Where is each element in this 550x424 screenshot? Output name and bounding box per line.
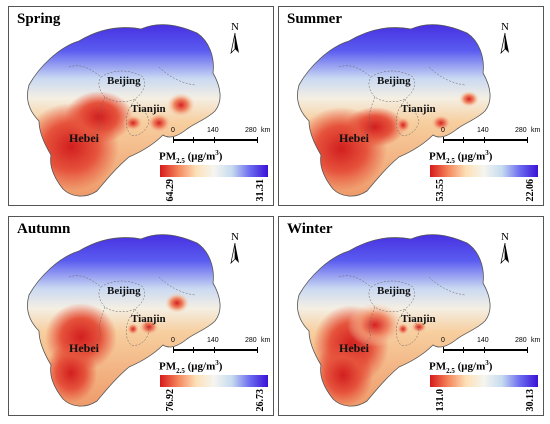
scale-label: 280 bbox=[515, 337, 527, 344]
legend-min-value: 26.73 bbox=[255, 389, 266, 412]
legend-max-value: 53.55 bbox=[435, 179, 446, 202]
pm25-map bbox=[27, 24, 221, 197]
city-label-hebei: Hebei bbox=[339, 131, 369, 145]
season-title: Summer bbox=[287, 11, 342, 27]
map-panel-summer: Summer N Beijing Tianjin Hebei 0 140 280… bbox=[278, 6, 544, 206]
scale-bar: 0 140 280 km bbox=[169, 335, 271, 359]
north-letter: N bbox=[501, 21, 509, 33]
province-borders bbox=[338, 65, 466, 140]
legend-colorbar bbox=[160, 375, 268, 387]
city-label-tianjin: Tianjin bbox=[131, 313, 166, 325]
north-arrow: N bbox=[495, 231, 515, 265]
north-arrow: N bbox=[225, 21, 245, 55]
scale-label: km bbox=[531, 337, 541, 344]
scale-label: 0 bbox=[441, 337, 445, 344]
scale-label: 140 bbox=[477, 127, 489, 134]
scale-label: 140 bbox=[207, 127, 219, 134]
scale-label: 140 bbox=[207, 337, 219, 344]
legend-max-value: 76.92 bbox=[165, 389, 176, 412]
legend-colorbar bbox=[430, 165, 538, 177]
legend-min-value: 30.13 bbox=[525, 389, 536, 412]
scale-label: 280 bbox=[245, 127, 257, 134]
legend-min-value: 22.06 bbox=[525, 179, 536, 202]
north-arrow-icon bbox=[230, 32, 239, 55]
region-fill bbox=[27, 24, 221, 197]
map-panel-winter: Winter N Beijing Tianjin Hebei 0 140 280… bbox=[278, 216, 544, 416]
north-arrow-icon bbox=[230, 242, 239, 265]
north-letter: N bbox=[231, 21, 239, 33]
scale-bar: 0 140 280 km bbox=[439, 335, 541, 359]
map-panel-autumn: Autumn N Beijing Tianjin Hebei 0 140 280… bbox=[8, 216, 274, 416]
north-arrow-icon bbox=[500, 32, 509, 55]
region-outline bbox=[27, 234, 221, 407]
scale-label: 280 bbox=[515, 127, 527, 134]
city-label-tianjin: Tianjin bbox=[131, 103, 166, 115]
scale-label: km bbox=[531, 127, 541, 134]
scale-label: 280 bbox=[245, 337, 257, 344]
city-label-tianjin: Tianjin bbox=[401, 103, 436, 115]
north-arrow: N bbox=[495, 21, 515, 55]
region-outline bbox=[27, 24, 221, 197]
legend-title: PM2.5 (μg/m3) bbox=[429, 149, 493, 165]
legend-max-value: 64.29 bbox=[165, 179, 176, 202]
scale-label: km bbox=[261, 337, 271, 344]
season-title: Winter bbox=[287, 221, 333, 237]
city-label-tianjin: Tianjin bbox=[401, 313, 436, 325]
region-outline bbox=[297, 24, 491, 197]
map-panel-spring: Spring N Beijing Tianjin Hebei 0 140 280… bbox=[8, 6, 274, 206]
city-label-beijing: Beijing bbox=[107, 285, 141, 297]
north-letter: N bbox=[231, 231, 239, 243]
scale-label: 0 bbox=[171, 337, 175, 344]
city-label-beijing: Beijing bbox=[377, 285, 411, 297]
scale-label: 140 bbox=[477, 337, 489, 344]
north-arrow-icon bbox=[500, 242, 509, 265]
region-outline bbox=[297, 234, 491, 407]
scale-label: km bbox=[261, 127, 271, 134]
scale-label: 0 bbox=[171, 127, 175, 134]
legend-min-value: 31.31 bbox=[255, 179, 266, 202]
province-borders bbox=[68, 275, 196, 350]
legend-colorbar bbox=[160, 165, 268, 177]
city-label-hebei: Hebei bbox=[69, 341, 99, 355]
city-label-beijing: Beijing bbox=[107, 75, 141, 87]
city-label-beijing: Beijing bbox=[377, 75, 411, 87]
legend-title: PM2.5 (μg/m3) bbox=[429, 359, 493, 375]
scale-bar: 0 140 280 km bbox=[169, 125, 271, 149]
legend-max-value: 131.0 bbox=[435, 389, 446, 412]
scale-label: 0 bbox=[441, 127, 445, 134]
province-borders bbox=[338, 275, 466, 350]
city-label-hebei: Hebei bbox=[69, 131, 99, 145]
season-title: Spring bbox=[17, 11, 61, 27]
season-title: Autumn bbox=[17, 221, 71, 237]
north-letter: N bbox=[501, 231, 509, 243]
north-arrow: N bbox=[225, 231, 245, 265]
legend-title: PM2.5 (μg/m3) bbox=[159, 149, 223, 165]
legend-colorbar bbox=[430, 375, 538, 387]
legend-title: PM2.5 (μg/m3) bbox=[159, 359, 223, 375]
city-label-hebei: Hebei bbox=[339, 341, 369, 355]
scale-bar: 0 140 280 km bbox=[439, 125, 541, 149]
province-borders bbox=[68, 65, 196, 140]
